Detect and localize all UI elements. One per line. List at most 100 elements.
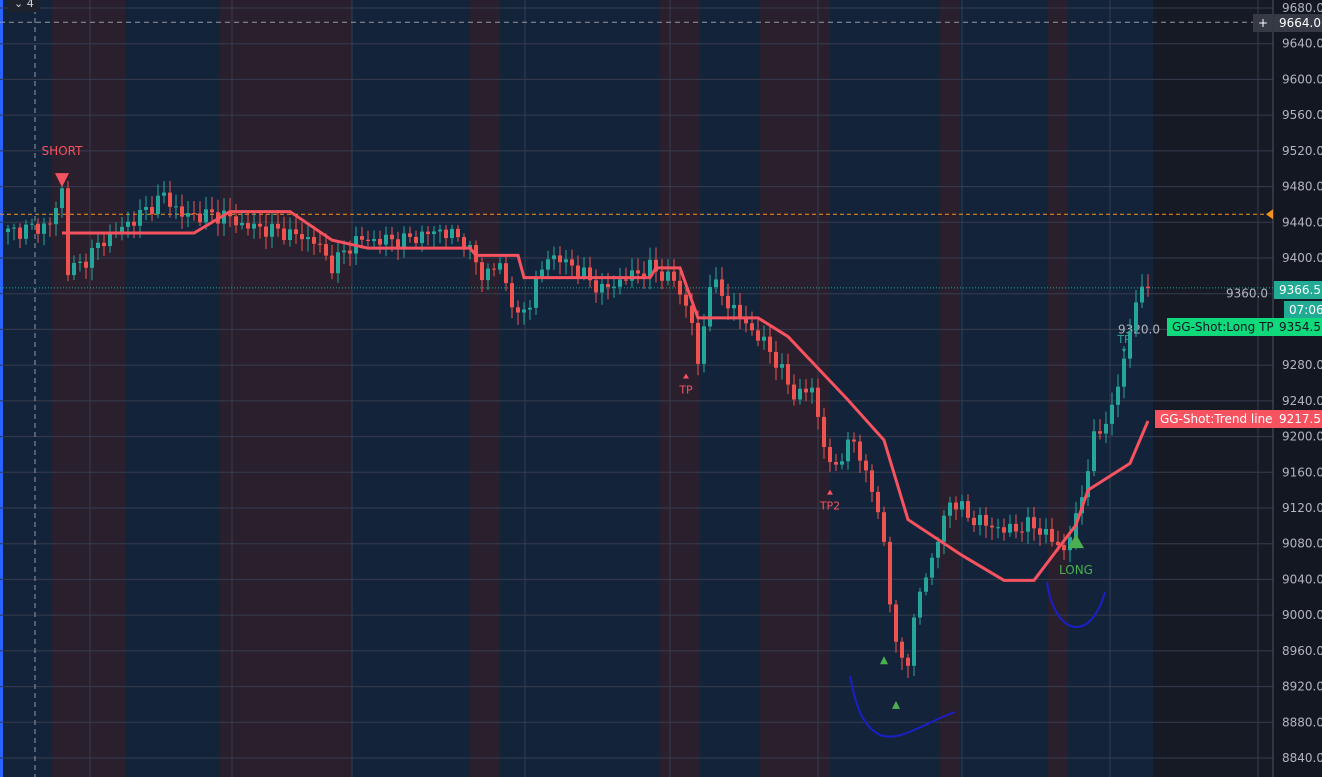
candle-body	[378, 239, 382, 245]
candle-body	[384, 234, 388, 245]
left-edge-marker	[0, 0, 3, 777]
candle-body	[876, 491, 880, 513]
candle-body	[96, 242, 100, 249]
candle-body	[342, 250, 346, 253]
candle-body	[102, 242, 106, 247]
candle-body	[432, 231, 436, 235]
indicator-collapse-button[interactable]: ⌄ 4	[8, 0, 40, 12]
candle-body	[396, 239, 400, 249]
candle-body	[426, 231, 430, 235]
candle-body	[372, 239, 376, 242]
candle-body	[54, 208, 58, 225]
regime-band	[960, 0, 1048, 777]
candle-body	[486, 268, 490, 281]
candle-body	[870, 470, 874, 492]
candle-body	[1092, 431, 1096, 472]
candle-body	[192, 213, 196, 215]
candle-body	[1110, 404, 1114, 424]
candle-body	[828, 447, 832, 463]
candle-body	[912, 617, 916, 666]
candle-body	[564, 259, 568, 263]
candle-body	[480, 262, 484, 281]
plus-icon[interactable]: +	[1253, 14, 1273, 32]
candle-body	[744, 317, 748, 324]
candle-body	[252, 223, 256, 229]
candle-body	[762, 336, 766, 341]
candle-body	[654, 259, 658, 272]
candle-body	[1146, 286, 1150, 288]
level-marker-icon	[1266, 209, 1273, 220]
candle-body	[648, 259, 652, 277]
trend-line-name: GG-Shot:Trend line	[1155, 410, 1278, 428]
drawing-curve	[1046, 581, 1106, 629]
future-area	[1153, 0, 1273, 777]
price-tick: 8840.0	[1282, 751, 1322, 765]
candle-body	[270, 223, 274, 237]
candle-body	[606, 284, 610, 288]
candle-body	[528, 307, 532, 310]
candle-body	[150, 207, 154, 215]
regime-band	[52, 0, 125, 777]
candle-body	[258, 223, 262, 227]
regime-band	[500, 0, 660, 777]
candle-body	[126, 221, 130, 227]
price-tick: 9120.0	[1282, 501, 1322, 515]
candle-body	[234, 216, 238, 226]
price-tick: 9080.0	[1282, 537, 1322, 551]
candle-body	[642, 273, 646, 277]
candle-body	[186, 213, 190, 217]
candle-body	[756, 330, 760, 341]
candle-body	[108, 233, 112, 247]
tp-marker-icon	[827, 489, 833, 495]
candle-body	[690, 305, 694, 323]
candle-body	[954, 502, 958, 510]
candle-body	[1122, 358, 1126, 387]
chevron-down-icon: ⌄	[14, 0, 24, 10]
buy-signal-icon	[880, 656, 888, 665]
regime-band	[700, 0, 760, 777]
candle-body	[924, 577, 928, 592]
candle-body	[228, 210, 232, 217]
candle-body	[336, 252, 340, 274]
candle-body	[1086, 471, 1090, 498]
regime-band	[470, 0, 500, 777]
candle-body	[1068, 537, 1072, 551]
candle-body	[1008, 523, 1012, 533]
price-tick: 9440.0	[1282, 215, 1322, 229]
candle-body	[822, 416, 826, 448]
candle-body	[534, 278, 538, 308]
candle-body	[708, 287, 712, 327]
candle-body	[204, 209, 208, 223]
last-price-label: 9366.5	[1274, 281, 1322, 299]
candle-body	[618, 279, 622, 287]
candle-body	[1038, 528, 1042, 535]
candle-body	[672, 271, 676, 281]
candle-body	[600, 284, 604, 293]
candle-body	[864, 460, 868, 471]
candle-body	[504, 263, 508, 284]
buy-signal-icon	[892, 700, 900, 709]
candle-body	[306, 236, 310, 240]
candle-body	[1014, 523, 1018, 532]
candle-body	[456, 228, 460, 238]
candle-body	[174, 206, 178, 208]
candle-body	[438, 229, 442, 232]
candle-body	[948, 502, 952, 516]
candle-body	[348, 250, 352, 254]
tp-marker-icon	[683, 373, 689, 379]
candle-body	[780, 364, 784, 368]
candle-body	[1050, 528, 1054, 542]
candle-body	[852, 439, 856, 442]
price-tick: 9520.0	[1282, 144, 1322, 158]
regime-band	[352, 0, 470, 777]
candle-body	[222, 210, 226, 224]
regime-band	[830, 0, 940, 777]
candle-body	[180, 206, 184, 217]
candle-body	[240, 223, 244, 226]
candle-body	[858, 441, 862, 461]
candle-body	[42, 223, 46, 234]
price-tick: 9640.0	[1282, 37, 1322, 51]
candle-body	[540, 269, 544, 279]
